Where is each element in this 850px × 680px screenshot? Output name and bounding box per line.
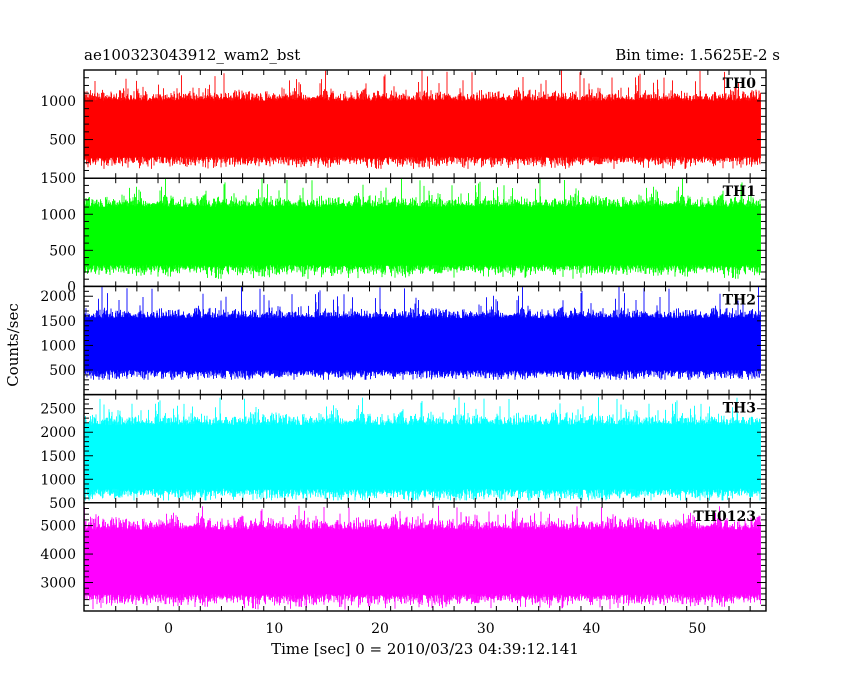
- y-tick-label: 4000: [40, 547, 76, 563]
- y-axis-label: Counts/sec: [4, 303, 22, 387]
- y-tick-label: 2000: [40, 289, 76, 305]
- y-tick-label: 1000: [40, 472, 76, 488]
- y-tick-label: 1500: [40, 171, 76, 187]
- x-tick-label: 20: [371, 621, 389, 637]
- panel-label-th0123: TH0123: [693, 509, 756, 525]
- y-tick-label: 2000: [40, 425, 76, 441]
- y-tick-label: 1000: [40, 338, 76, 354]
- panels-group: 5001000TH0050010001500TH1500100015002000…: [40, 69, 767, 637]
- x-tick-label: 30: [477, 621, 495, 637]
- y-tick-label: 2500: [40, 402, 76, 418]
- x-tick-label: 50: [688, 621, 706, 637]
- series-th0123: [84, 505, 761, 610]
- panel-label-th1: TH1: [723, 184, 756, 200]
- panel-label-th3: TH3: [723, 401, 756, 417]
- x-tick-label: 40: [583, 621, 601, 637]
- panel-label-th0: TH0: [723, 76, 757, 92]
- chart-title: ae100323043912_wam2_bst: [84, 46, 300, 64]
- y-tick-label: 1000: [40, 207, 76, 223]
- y-tick-label: 3000: [40, 576, 76, 592]
- y-tick-label: 500: [49, 243, 76, 259]
- panel-th0: 500 1000 TH0: [40, 69, 767, 179]
- y-tick-label: 0: [67, 279, 76, 295]
- x-tick-label: 0: [164, 621, 173, 637]
- panel-frame: [83, 502, 767, 612]
- series-th1: [84, 178, 761, 279]
- x-tick-label: 10: [265, 621, 283, 637]
- y-tick-label: 500: [49, 363, 76, 379]
- panel-th3: 500 1000 1500 2000 2500 TH3: [40, 393, 767, 512]
- series-th0: [84, 70, 761, 169]
- series-th3: [84, 397, 761, 501]
- panel-th0123: 3000 4000 5000 TH0123: [40, 502, 767, 612]
- y-tick-label: 5000: [40, 519, 76, 535]
- y-tick-label: 500: [49, 496, 76, 512]
- panel-th2: 500 1000 1500 2000 TH2: [40, 285, 767, 396]
- panel-th1: 0 500 1000 1500 TH1: [40, 171, 767, 295]
- y-tick-label: 500: [49, 133, 76, 149]
- series-th2: [84, 286, 761, 380]
- y-tick-label: 1500: [40, 314, 76, 330]
- y-tick-label: 1000: [40, 94, 76, 110]
- y-tick-label: 1500: [40, 449, 76, 465]
- bin-time-label: Bin time: 1.5625E-2 s: [615, 46, 780, 64]
- x-axis-label: Time [sec] 0 = 2010/03/23 04:39:12.141: [271, 640, 579, 658]
- panel-label-th2: TH2: [723, 292, 756, 308]
